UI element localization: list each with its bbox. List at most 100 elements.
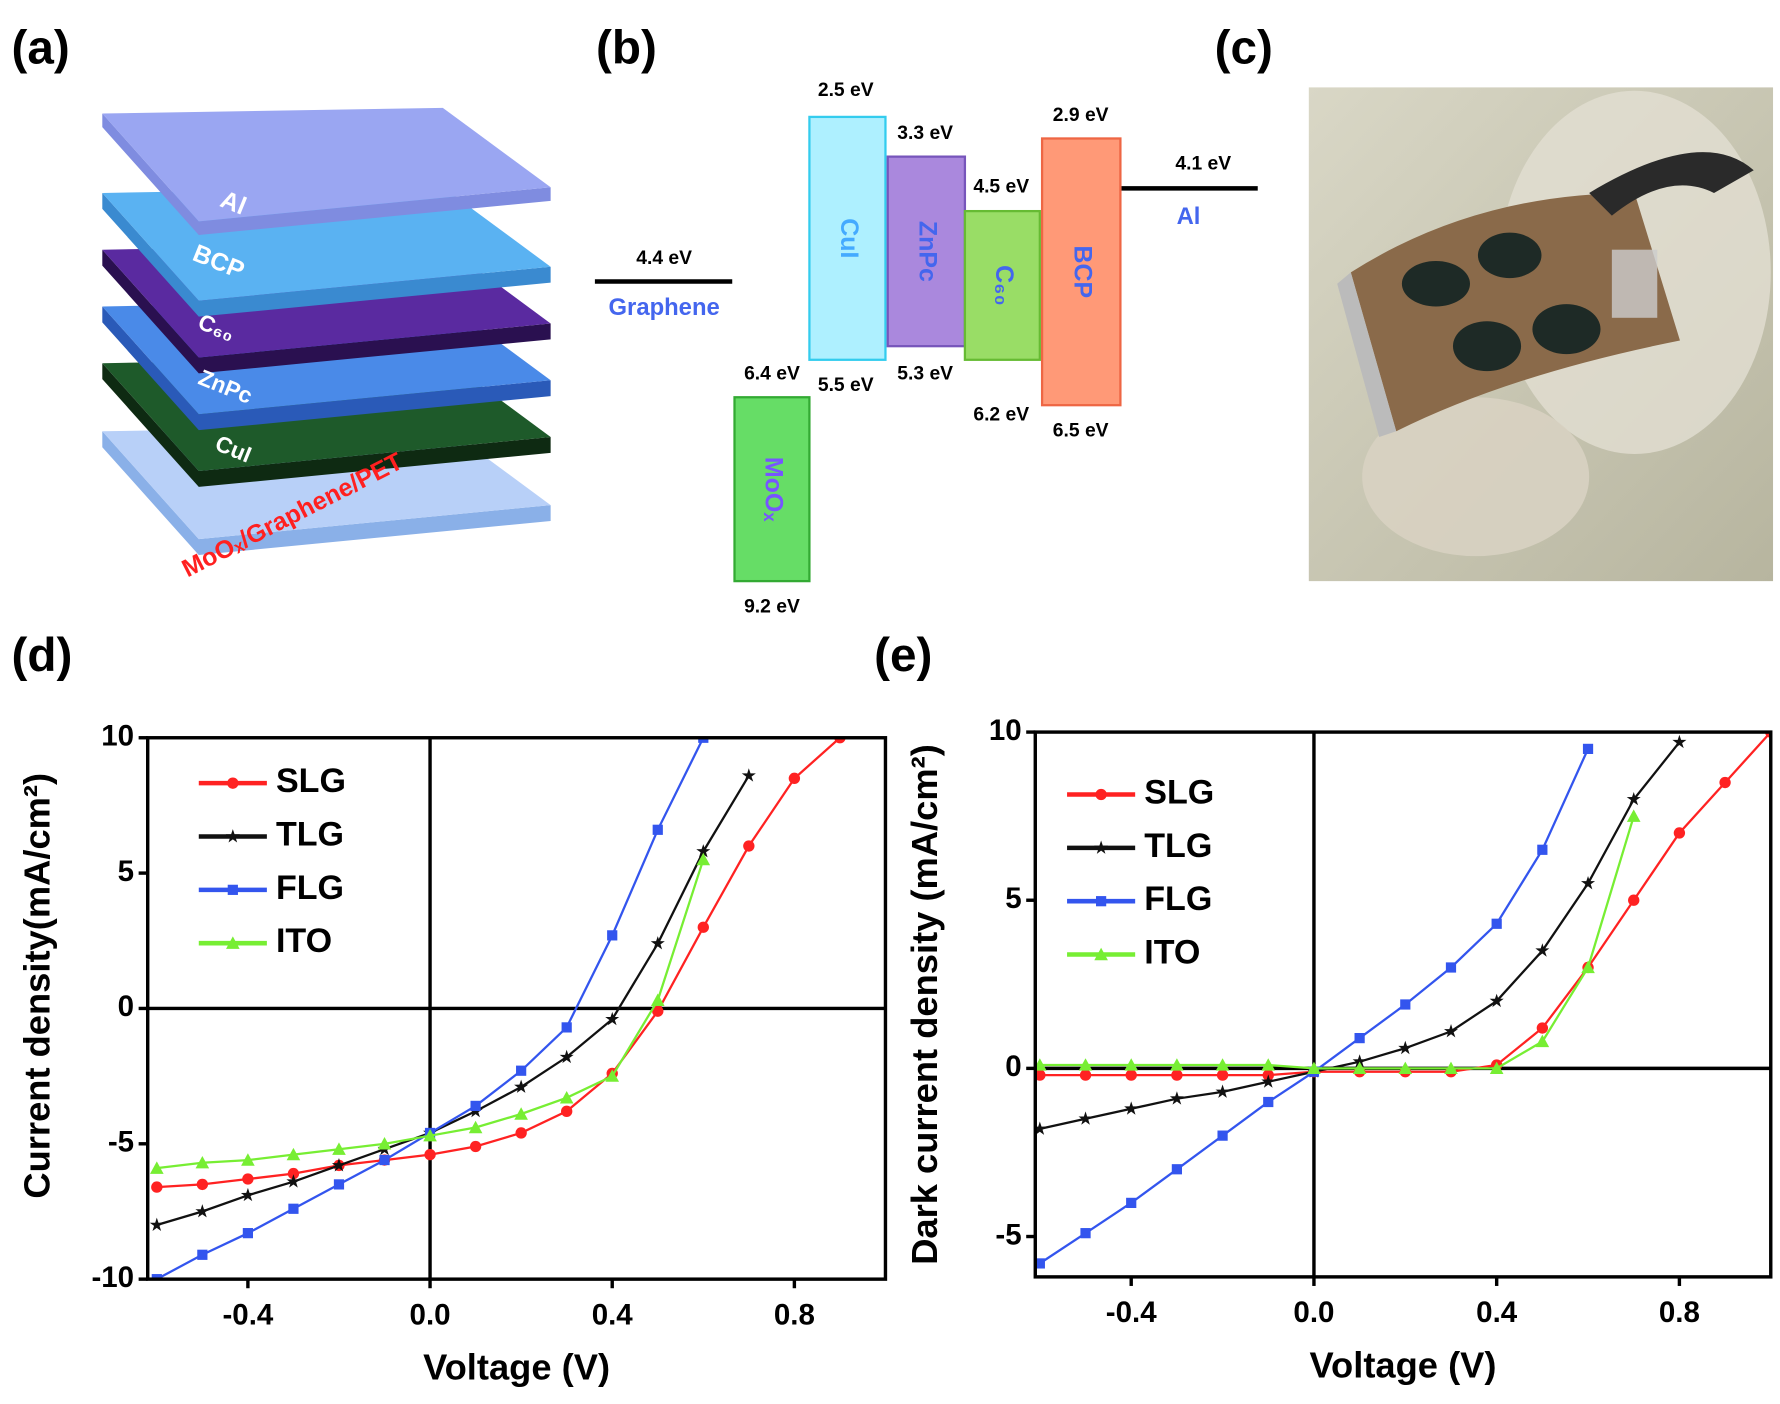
y-tick-label: -10 — [91, 1261, 134, 1294]
marker — [1398, 1040, 1413, 1055]
marker — [240, 1187, 255, 1202]
marker — [1124, 1058, 1139, 1071]
x-tick-label: 0.4 — [592, 1298, 634, 1331]
marker — [1078, 1111, 1093, 1125]
marker — [1216, 1069, 1229, 1081]
marker — [195, 1204, 210, 1218]
marker — [333, 1179, 345, 1190]
marker — [1096, 896, 1107, 907]
series-line — [156, 775, 750, 1227]
energy-label: 5.5 eV — [818, 375, 874, 396]
layer-side — [102, 249, 551, 374]
marker — [696, 844, 711, 858]
marker — [1124, 1101, 1139, 1115]
layer-side — [102, 113, 551, 235]
energy-label: 4.5 eV — [973, 176, 1029, 197]
x-tick-label: -0.4 — [1106, 1296, 1157, 1329]
electrode-label: Graphene — [609, 294, 720, 321]
layer-side — [102, 363, 551, 487]
legend-label: TLG — [276, 815, 344, 853]
marker — [377, 1136, 392, 1150]
y-tick-label: 0 — [1005, 1050, 1021, 1083]
energy-label: 6.2 eV — [973, 405, 1029, 426]
marker — [1035, 1258, 1045, 1269]
marker — [607, 930, 618, 941]
marker — [1169, 1091, 1184, 1105]
marker — [1126, 1197, 1137, 1209]
energy-label: 4.1 eV — [1175, 154, 1231, 175]
x-tick-label: 0.8 — [1659, 1296, 1700, 1329]
marker — [151, 1274, 162, 1280]
marker — [227, 884, 238, 895]
marker — [1491, 918, 1502, 929]
marker — [559, 1090, 574, 1104]
layer-side — [102, 192, 551, 317]
marker — [331, 1158, 346, 1172]
layer-top — [102, 107, 551, 222]
marker — [1582, 743, 1594, 754]
marker — [652, 824, 663, 835]
x-tick-label: -0.4 — [222, 1298, 273, 1331]
y-tick-label: -5 — [995, 1218, 1021, 1251]
marker — [650, 993, 665, 1007]
marker — [1215, 1084, 1230, 1098]
marker — [1078, 1058, 1093, 1071]
marker — [1352, 1054, 1367, 1068]
marker — [1171, 1069, 1183, 1081]
marker — [1443, 1024, 1458, 1038]
marker — [287, 1167, 300, 1180]
marker — [1217, 1130, 1228, 1141]
marker — [788, 772, 801, 785]
marker — [379, 1154, 390, 1166]
marker — [424, 1148, 436, 1161]
marker — [515, 1127, 527, 1139]
marker — [1261, 1074, 1276, 1088]
marker — [1581, 960, 1595, 974]
energy-diagram: MoOₓ 6.4 eV 9.2 eV CuI 2.5 eV 5.5 eV ZnPc 3.3 e… — [594, 80, 1258, 617]
energy-label: 3.3 eV — [897, 123, 953, 144]
material-label: ZnPc — [914, 221, 942, 282]
marker — [1094, 947, 1108, 961]
marker — [1536, 1022, 1549, 1034]
marker — [332, 1142, 346, 1155]
marker — [1170, 1058, 1184, 1071]
series-line — [1039, 815, 1635, 1070]
marker — [1352, 1061, 1367, 1075]
legend-label: FLG — [1144, 880, 1212, 918]
y-tick-label: -5 — [108, 1126, 134, 1159]
marker — [1535, 1034, 1550, 1048]
chart: -0.4 0.0 0.4 0.8 -10 -5 0 5 10 Voltage (V) Current… — [16, 720, 888, 1388]
y-axis-title: Dark current density (mA/cm²) — [904, 744, 945, 1265]
marker — [561, 1105, 573, 1117]
marker — [743, 840, 755, 852]
marker — [1719, 776, 1731, 789]
marker — [1263, 1096, 1274, 1108]
y-tick-label: 5 — [1005, 882, 1021, 915]
marker — [516, 1065, 527, 1076]
plot-frame — [1033, 730, 1773, 1279]
y-axis-title: Current density(mA/cm²) — [16, 773, 57, 1199]
marker — [196, 1178, 209, 1191]
marker — [1628, 894, 1640, 906]
marker — [241, 1153, 255, 1166]
y-tick-label: 10 — [989, 714, 1022, 747]
material-label: MoOₓ — [759, 457, 787, 522]
energy-block — [1040, 137, 1122, 407]
marker — [150, 1161, 164, 1174]
marker — [469, 1140, 482, 1153]
marker — [1079, 1069, 1092, 1081]
energy-block — [808, 115, 887, 361]
marker — [1215, 1058, 1230, 1071]
marker — [468, 1120, 483, 1134]
marker — [696, 852, 711, 866]
marker — [1672, 734, 1687, 749]
marker — [514, 1107, 528, 1120]
marker — [195, 1155, 210, 1169]
marker — [151, 1181, 163, 1193]
material-label: C₆₀ — [990, 265, 1018, 306]
energy-label: 9.2 eV — [744, 596, 800, 617]
x-tick-label: 0.8 — [774, 1298, 815, 1331]
marker — [1171, 1164, 1183, 1175]
marker — [226, 936, 240, 949]
